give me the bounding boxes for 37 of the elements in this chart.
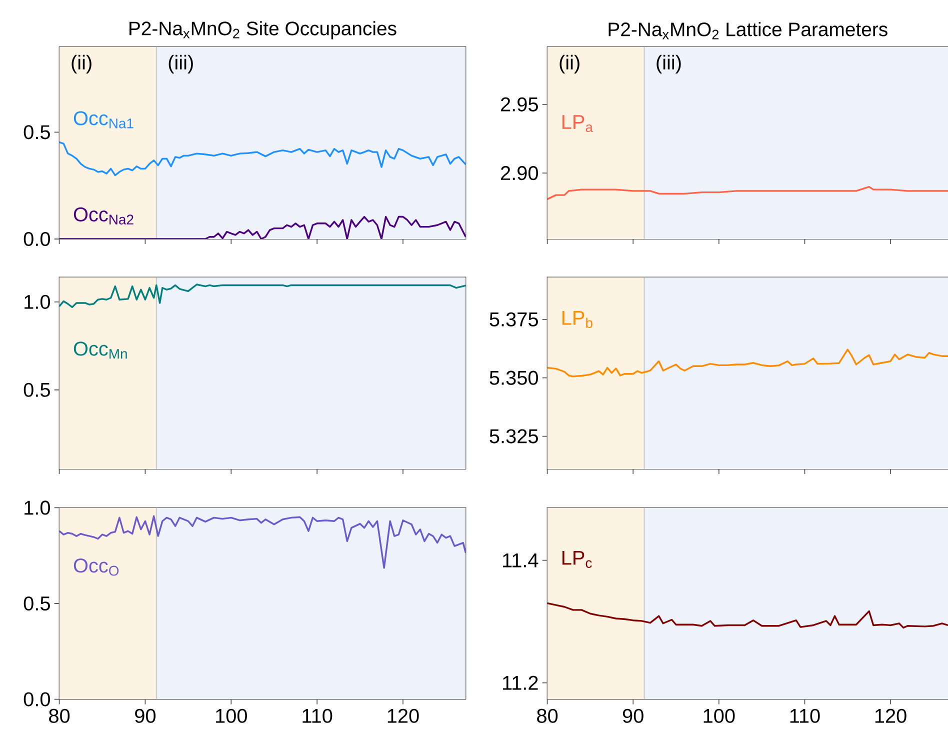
series-label: Occ$_{Na1}$ — [74, 111, 134, 128]
x-tick-label: 100 — [704, 708, 735, 723]
y-tick-label: 0.5 — [24, 382, 50, 397]
x-tick-label: 90 — [622, 708, 644, 723]
x-tick-label: 120 — [875, 708, 906, 723]
y-tick-label: 11.2 — [503, 676, 538, 690]
y-tick-label: 2.95 — [501, 97, 538, 112]
y-tick-label: 5.325 — [490, 429, 538, 444]
x-tick-label: 80 — [49, 708, 70, 723]
x-tick-label: 100 — [216, 708, 247, 723]
y-tick-label: 0.5 — [24, 125, 50, 140]
series-label: Occ$_{O}$ — [74, 558, 119, 576]
text: LP$_{b}$ — [562, 311, 592, 328]
y-tick-label: 0.5 — [24, 596, 50, 611]
y-tick-label: 5.350 — [490, 370, 538, 385]
x-tick-label: 120 — [388, 708, 419, 723]
x-tick-label: 110 — [790, 708, 820, 723]
series-label: Occ$_{Mn}$ — [74, 342, 127, 359]
band-label: (iii) — [168, 54, 193, 74]
y-tick-label: 11.4 — [503, 554, 538, 568]
x-tick-label: 90 — [135, 708, 156, 723]
chart-title: P2-Na$_{x}$MnO$_{2}$ Lattice Parameters — [608, 22, 888, 40]
series-label: Occ$_{Na2}$ — [74, 207, 134, 225]
text: LP$_{a}$ — [562, 115, 593, 132]
y-tick-label: 0.0 — [24, 232, 50, 246]
series-label: LP$_{c}$ — [562, 550, 592, 568]
band-label: (iii) — [656, 54, 681, 74]
x-tick-label: 110 — [302, 708, 332, 723]
y-tick-label: 0.0 — [24, 692, 50, 706]
y-tick-label: 2.90 — [501, 166, 538, 180]
x-tick-label: 80 — [537, 708, 558, 723]
y-tick-label: 1.0 — [24, 294, 50, 309]
band-label: (ii) — [560, 54, 580, 74]
band-label: (ii) — [72, 54, 92, 74]
y-tick-label: 1.0 — [24, 500, 50, 515]
chart-title: P2-Na$_{x}$MnO$_{2}$ Site Occupancies — [130, 21, 396, 40]
y-tick-label: 5.375 — [490, 312, 538, 326]
